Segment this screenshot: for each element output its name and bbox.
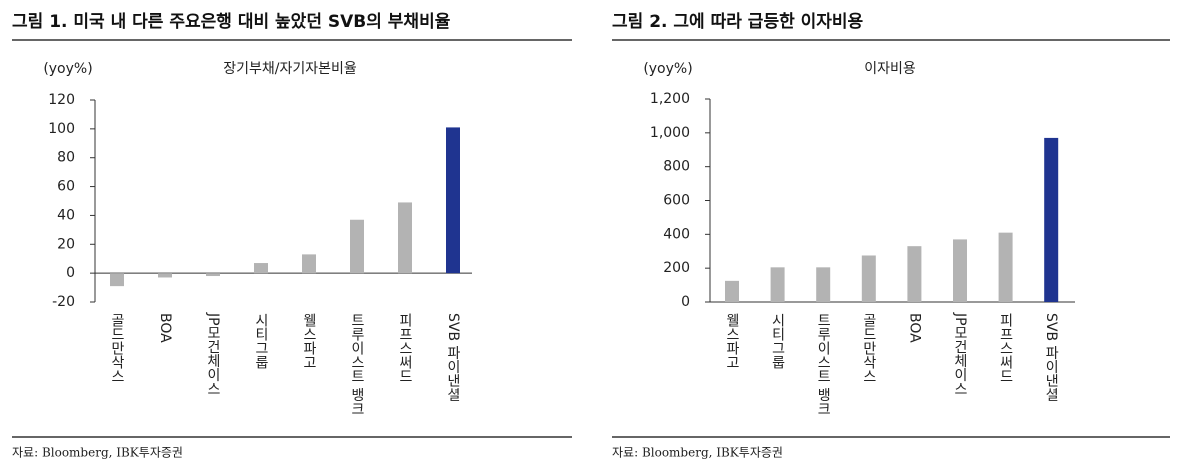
y-tick-label: 20 xyxy=(57,236,75,252)
figure-title: 그림 2. 그에 따라 급등한 이자비용 xyxy=(612,12,864,32)
x-tick-label: 골드만삭스 xyxy=(109,313,125,383)
y-tick-label: 80 xyxy=(57,150,75,166)
subtitle: 장기부채/자기자본비율 xyxy=(223,61,357,77)
y-unit: (yoy%) xyxy=(643,61,692,77)
bar xyxy=(158,273,172,278)
x-tick-label: SVB 파이낸셜 xyxy=(445,313,461,402)
x-tick-label: 트루이스트 뱅크 xyxy=(349,313,365,415)
x-tick-label: BOA xyxy=(157,313,173,343)
bar xyxy=(1044,137,1059,302)
x-tick-label: 피프스써드 xyxy=(397,313,413,383)
y-tick-label: 1,200 xyxy=(650,91,690,107)
y-tick-label: 600 xyxy=(663,193,690,209)
bar xyxy=(953,239,967,302)
x-tick-label: BOA xyxy=(906,313,922,343)
y-tick-label: 40 xyxy=(57,207,75,223)
x-tick-label: 골드만삭스 xyxy=(861,313,877,383)
bar xyxy=(302,254,316,274)
bar xyxy=(446,127,460,274)
x-tick-label: JP모건체이스 xyxy=(952,312,968,396)
y-tick-label: 800 xyxy=(663,159,690,175)
bar xyxy=(861,255,876,302)
y-tick-label: 1,000 xyxy=(650,125,690,141)
bar xyxy=(816,267,831,302)
x-tick-label: 시티그룹 xyxy=(770,313,786,369)
bar xyxy=(206,273,220,277)
y-tick-label: 120 xyxy=(48,92,75,108)
y-tick-label: -20 xyxy=(52,294,75,310)
bar xyxy=(770,267,785,302)
bar xyxy=(907,246,922,302)
x-tick-label: 웰스파고 xyxy=(724,313,740,369)
y-tick-label: 100 xyxy=(48,121,75,137)
bar xyxy=(350,219,364,274)
figure-title: 그림 1. 미국 내 다른 주요은행 대비 높았던 SVB의 부채비율 xyxy=(12,12,451,32)
bar xyxy=(998,232,1013,302)
source: 자료: Bloomberg, IBK투자증권 xyxy=(12,446,183,460)
y-tick-label: 400 xyxy=(663,226,690,242)
x-tick-label: 웰스파고 xyxy=(301,313,317,369)
y-tick-label: 60 xyxy=(57,179,75,195)
bar xyxy=(398,202,412,274)
bar xyxy=(725,280,739,302)
bar xyxy=(110,273,124,287)
y-tick-label: 0 xyxy=(681,294,690,310)
y-tick-label: 0 xyxy=(66,265,75,281)
x-tick-label: 시티그룹 xyxy=(253,313,269,369)
x-tick-label: 피프스써드 xyxy=(998,313,1014,383)
y-tick-label: 200 xyxy=(663,260,690,276)
x-tick-label: SVB 파이낸셜 xyxy=(1043,313,1059,402)
bar xyxy=(254,263,268,274)
source: 자료: Bloomberg, IBK투자증권 xyxy=(612,446,783,460)
subtitle: 이자비용 xyxy=(864,61,916,77)
y-unit: (yoy%) xyxy=(43,61,92,77)
x-tick-label: JP모건체이스 xyxy=(205,312,221,396)
x-tick-label: 트루이스트 뱅크 xyxy=(815,313,831,415)
